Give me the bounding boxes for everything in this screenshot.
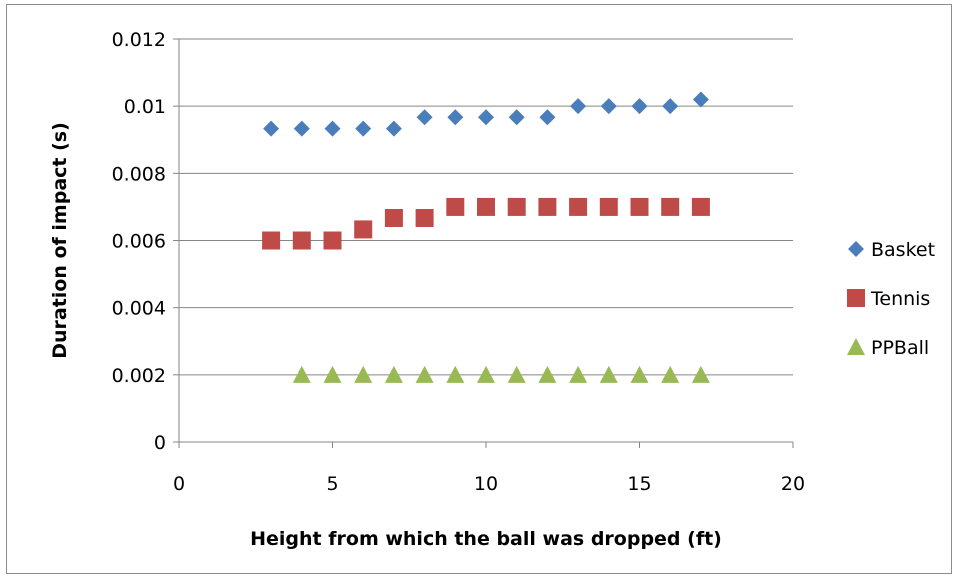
tennis-point bbox=[661, 197, 680, 216]
x-tick-label: 15 bbox=[627, 473, 651, 495]
x-tick-label: 20 bbox=[781, 473, 805, 495]
ppball-point bbox=[292, 365, 311, 383]
ppball-point bbox=[446, 365, 465, 383]
x-tick-label: 10 bbox=[474, 473, 498, 495]
series-basket bbox=[263, 91, 709, 137]
tennis-point bbox=[292, 231, 311, 250]
legend: Basket Tennis PPBall bbox=[847, 239, 935, 359]
tennis-point bbox=[599, 197, 618, 216]
basket-point bbox=[416, 109, 433, 126]
basket-point bbox=[324, 120, 341, 137]
tennis-point bbox=[538, 197, 557, 216]
ppball-point bbox=[569, 365, 588, 383]
basket-point bbox=[692, 91, 709, 108]
x-axis-title: Height from which the ball was dropped (… bbox=[250, 528, 722, 550]
basket-point bbox=[478, 109, 494, 126]
legend-marker bbox=[848, 241, 864, 257]
basket-point bbox=[385, 120, 402, 137]
data-points bbox=[262, 91, 710, 383]
tennis-point bbox=[323, 231, 342, 250]
tennis-point bbox=[415, 208, 434, 227]
ppball-point bbox=[661, 365, 680, 383]
legend-marker bbox=[847, 289, 865, 307]
tennis-point bbox=[569, 197, 588, 216]
basket-point bbox=[355, 120, 372, 137]
y-tick-label: 0.006 bbox=[112, 231, 166, 253]
ppball-point bbox=[354, 365, 373, 383]
x-tick-label: 0 bbox=[173, 473, 185, 495]
legend-label: Basket bbox=[871, 239, 935, 261]
legend-item-basket: Basket bbox=[848, 239, 935, 261]
ppball-point bbox=[415, 365, 434, 383]
tennis-point bbox=[446, 197, 465, 216]
basket-point bbox=[570, 98, 587, 115]
tennis-point bbox=[384, 208, 403, 227]
tick-labels: 0 0.002 0.004 0.006 0.008 0.01 0.012 0 5 10 15 20 bbox=[112, 29, 806, 495]
legend-item-ppball: PPBall bbox=[847, 337, 929, 359]
basket-point bbox=[539, 109, 556, 126]
y-tick-label: 0.01 bbox=[124, 96, 166, 118]
ppball-point bbox=[323, 365, 342, 383]
legend-item-tennis: Tennis bbox=[847, 288, 930, 310]
series-tennis bbox=[262, 197, 710, 250]
tennis-point bbox=[691, 197, 710, 216]
y-tick-label: 0.004 bbox=[112, 298, 166, 320]
basket-point bbox=[263, 120, 280, 137]
tennis-point bbox=[477, 197, 495, 216]
ppball-point bbox=[477, 365, 495, 383]
legend-label: PPBall bbox=[871, 337, 929, 359]
tennis-point bbox=[262, 231, 281, 250]
basket-point bbox=[600, 98, 617, 115]
ppball-point bbox=[599, 365, 618, 383]
ppball-point bbox=[691, 365, 710, 383]
y-tick-label: 0.008 bbox=[112, 163, 166, 185]
y-tick-label: 0 bbox=[154, 432, 166, 454]
basket-point bbox=[293, 120, 310, 137]
series-ppball bbox=[292, 365, 710, 383]
gridlines bbox=[179, 38, 793, 376]
ppball-point bbox=[507, 365, 526, 383]
ppball-point bbox=[538, 365, 557, 383]
x-tick-label: 5 bbox=[326, 473, 338, 495]
ppball-point bbox=[630, 365, 649, 383]
y-tick-label: 0.002 bbox=[112, 365, 166, 387]
basket-point bbox=[508, 109, 525, 126]
chart-frame bbox=[6, 4, 952, 574]
axes bbox=[173, 38, 794, 448]
basket-point bbox=[447, 109, 464, 126]
tennis-point bbox=[630, 197, 649, 216]
y-tick-label: 0.012 bbox=[112, 29, 166, 51]
basket-point bbox=[662, 98, 679, 115]
basket-point bbox=[631, 98, 648, 115]
ppball-point bbox=[384, 365, 403, 383]
legend-marker bbox=[847, 338, 865, 355]
tennis-point bbox=[507, 197, 526, 216]
tennis-point bbox=[354, 220, 373, 239]
y-axis-title: Duration of impact (s) bbox=[49, 122, 71, 359]
legend-label: Tennis bbox=[870, 288, 930, 310]
